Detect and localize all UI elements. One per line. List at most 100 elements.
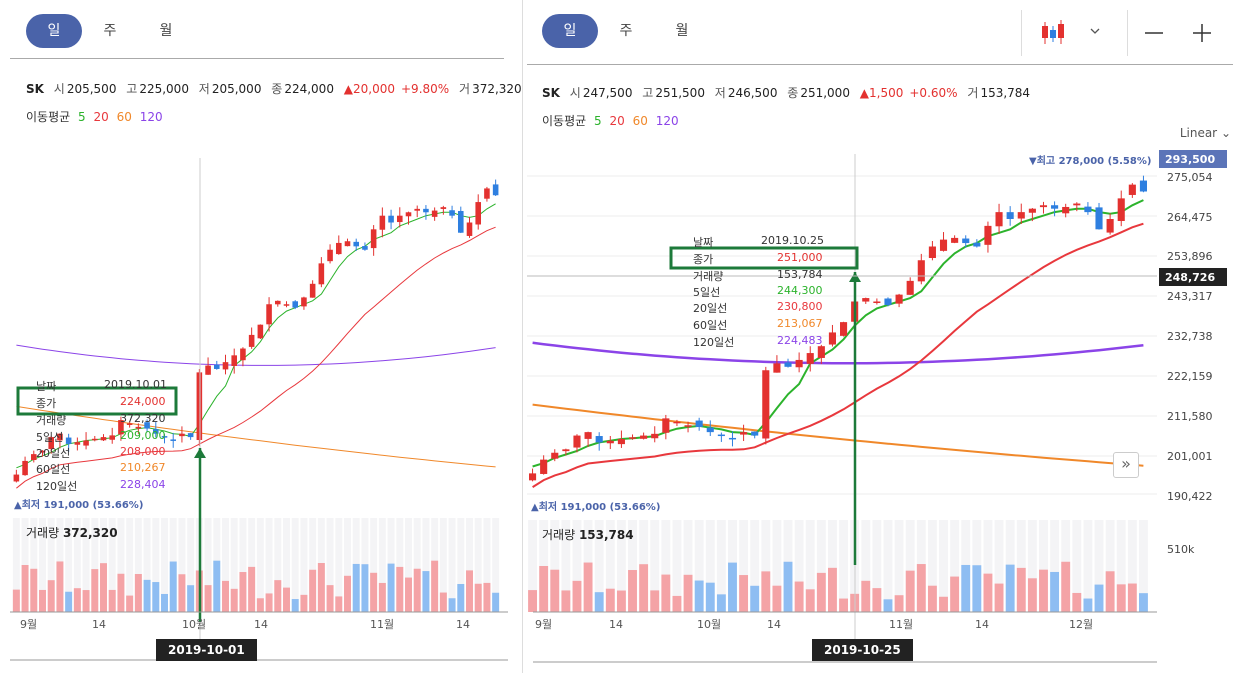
volume-bar[interactable] [772, 585, 782, 612]
volume-bar[interactable] [705, 582, 715, 612]
volume-bar[interactable] [239, 572, 247, 612]
volume-bar[interactable] [47, 580, 55, 612]
candle-body[interactable] [344, 241, 351, 247]
volume-bar[interactable] [1027, 578, 1037, 612]
volume-bar[interactable] [550, 569, 560, 612]
candle-body[interactable] [379, 215, 386, 230]
volume-bar[interactable] [413, 568, 421, 612]
candle-body[interactable] [962, 238, 970, 244]
candle-body[interactable] [1028, 208, 1036, 213]
ma120-legend[interactable]: 120 [139, 110, 163, 124]
volume-bar[interactable] [939, 596, 948, 612]
tab-month[interactable]: 월 [159, 23, 173, 39]
candle-body[interactable] [551, 452, 559, 459]
candle-body[interactable] [1051, 205, 1059, 209]
candle-body[interactable] [213, 364, 220, 369]
candle-body[interactable] [717, 434, 725, 437]
volume-bar[interactable] [1072, 592, 1082, 612]
left-price-chart[interactable]: 9월 14 10월 14 11월 14 [0, 0, 508, 673]
candle-body[interactable] [528, 473, 537, 481]
scale-mode-select[interactable]: Linear ⌄ [1180, 126, 1231, 140]
candle-body[interactable] [640, 435, 648, 439]
candle-body[interactable] [301, 297, 307, 307]
volume-bar[interactable] [916, 564, 926, 612]
volume-bar[interactable] [65, 591, 73, 612]
candle-body[interactable] [39, 450, 46, 453]
candle-body[interactable] [457, 210, 464, 233]
ma20-legend[interactable]: 20 [609, 114, 625, 128]
candle-body[interactable] [144, 422, 150, 429]
candle-body[interactable] [1117, 198, 1125, 222]
scroll-right-button[interactable]: » [1113, 452, 1139, 478]
volume-bar[interactable] [283, 587, 290, 612]
volume-bar[interactable] [300, 594, 308, 612]
volume-bar[interactable] [628, 570, 637, 612]
candle-body[interactable] [1017, 212, 1025, 219]
candle-body[interactable] [388, 215, 394, 223]
volume-bar[interactable] [572, 580, 582, 612]
volume-bar[interactable] [716, 594, 726, 612]
candle-body[interactable] [951, 237, 959, 243]
volume-bar[interactable] [431, 560, 439, 612]
volume-bar[interactable] [30, 568, 38, 612]
candle-body[interactable] [466, 222, 473, 236]
candle-body[interactable] [205, 365, 211, 375]
candle-body[interactable] [1006, 212, 1014, 219]
volume-bar[interactable] [583, 562, 593, 612]
volume-bar[interactable] [728, 562, 737, 612]
chevron-down-icon[interactable] [1090, 28, 1100, 34]
candle-type-icon[interactable] [523, 0, 1242, 80]
volume-bar[interactable] [683, 574, 693, 612]
candle-body[interactable] [135, 426, 142, 429]
right-price-chart[interactable]: 9월 14 10월 14 11월 14 12월 275,054 264,475 253,896 24… [523, 0, 1242, 673]
candle-body[interactable] [100, 437, 107, 441]
tab-day[interactable]: 일 [26, 14, 82, 48]
volume-bar[interactable] [169, 561, 177, 612]
candle-body[interactable] [65, 437, 72, 444]
candle-body[interactable] [1128, 184, 1136, 195]
candle-body[interactable] [196, 372, 203, 441]
candle-body[interactable] [22, 460, 28, 476]
volume-bar[interactable] [905, 570, 915, 612]
candle-body[interactable] [57, 433, 63, 441]
volume-bar[interactable] [91, 569, 99, 612]
volume-bar[interactable] [466, 570, 473, 612]
candle-body[interactable] [423, 208, 429, 213]
volume-bar[interactable] [256, 598, 264, 612]
candle-body[interactable] [973, 242, 981, 247]
volume-bar[interactable] [694, 580, 704, 612]
volume-bar[interactable] [1116, 584, 1126, 612]
candle-body[interactable] [327, 249, 333, 262]
volume-bar[interactable] [1127, 583, 1137, 612]
volume-bar[interactable] [672, 595, 682, 612]
volume-bar[interactable] [117, 573, 125, 612]
candle-body[interactable] [806, 353, 814, 364]
tab-week[interactable]: 주 [619, 23, 633, 39]
candle-body[interactable] [939, 239, 948, 251]
candle-body[interactable] [762, 370, 770, 439]
volume-bar[interactable] [1061, 561, 1071, 612]
candle-body[interactable] [126, 423, 133, 425]
volume-bar[interactable] [213, 560, 221, 612]
volume-bar[interactable] [187, 585, 195, 612]
volume-bar[interactable] [972, 565, 982, 612]
volume-bar[interactable] [178, 574, 186, 612]
volume-bar[interactable] [152, 582, 160, 612]
volume-bar[interactable] [661, 574, 671, 612]
candle-body[interactable] [440, 207, 447, 209]
volume-bar[interactable] [483, 582, 491, 612]
volume-bar[interactable] [1050, 571, 1060, 612]
volume-bar[interactable] [961, 564, 971, 612]
volume-bar[interactable] [1094, 584, 1104, 612]
volume-bar[interactable] [100, 563, 107, 612]
volume-bar[interactable] [335, 596, 343, 612]
volume-bar[interactable] [134, 573, 142, 612]
candle-body[interactable] [492, 184, 499, 196]
volume-bar[interactable] [616, 590, 626, 612]
candle-body[interactable] [540, 459, 548, 474]
candle-body[interactable] [695, 420, 703, 427]
volume-bar[interactable] [539, 565, 549, 612]
candle-body[interactable] [740, 432, 748, 435]
volume-bar[interactable] [1005, 564, 1015, 612]
candle-body[interactable] [917, 260, 925, 282]
